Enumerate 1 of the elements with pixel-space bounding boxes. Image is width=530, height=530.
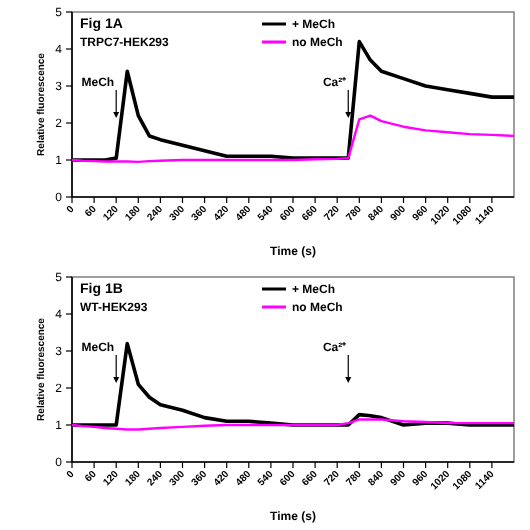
line-series xyxy=(70,114,516,164)
